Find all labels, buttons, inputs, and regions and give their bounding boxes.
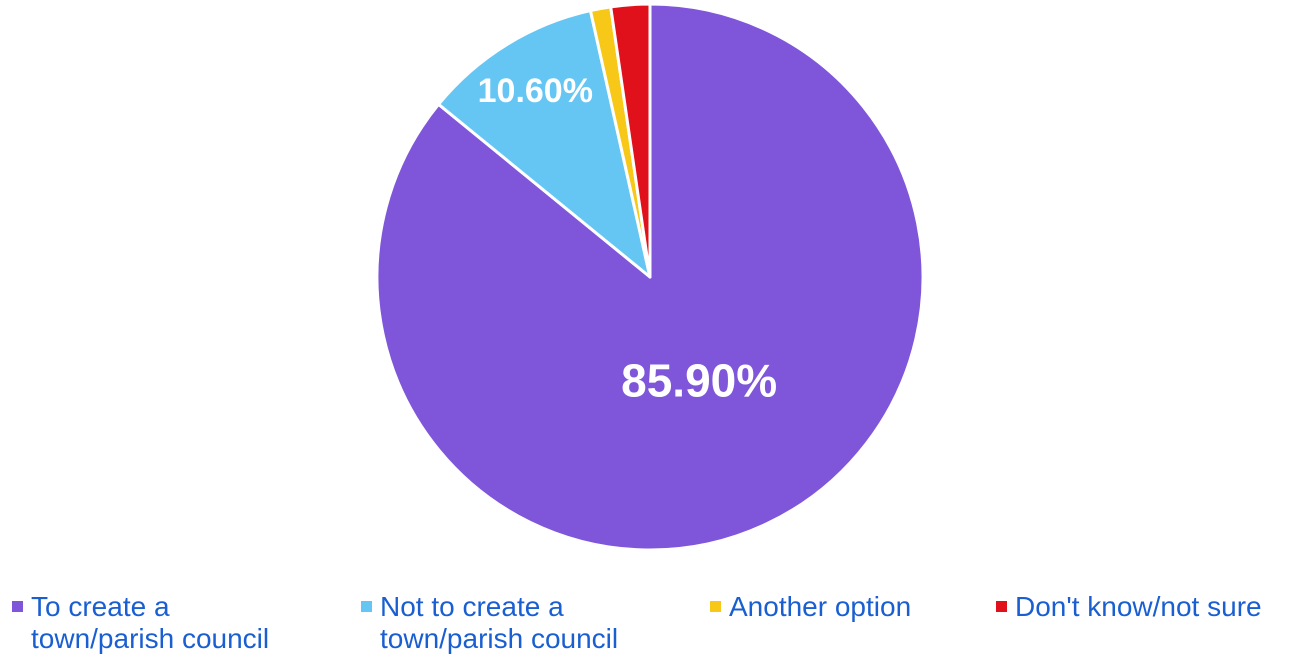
legend-swatch xyxy=(710,601,721,612)
data-label: 85.90% xyxy=(621,355,777,407)
legend-swatch xyxy=(996,601,1007,612)
legend-item-another-option: Another option xyxy=(710,591,911,623)
pie-data-labels: 85.90% 10.60% xyxy=(478,72,778,406)
chart-legend: To create a town/parish council Not to c… xyxy=(0,591,1304,660)
legend-item-dont-know: Don't know/not sure xyxy=(996,591,1262,623)
legend-swatch xyxy=(361,601,372,612)
legend-label: Don't know/not sure xyxy=(1015,591,1262,622)
legend-swatch xyxy=(12,601,23,612)
legend-label: To create a town/parish council xyxy=(31,591,270,654)
pie-chart: 85.90% 10.60% xyxy=(375,2,925,552)
pie-slices xyxy=(375,2,925,552)
slice-not-to-create xyxy=(437,9,652,279)
slice-dont-know xyxy=(609,2,652,279)
legend-label: Another option xyxy=(729,591,912,622)
data-label: 10.60% xyxy=(478,72,593,110)
legend-item-not-to-create: Not to create a town/parish council xyxy=(361,591,618,655)
legend-item-to-create: To create a town/parish council xyxy=(12,591,269,655)
legend-label: Not to create a town/parish council xyxy=(380,591,619,654)
